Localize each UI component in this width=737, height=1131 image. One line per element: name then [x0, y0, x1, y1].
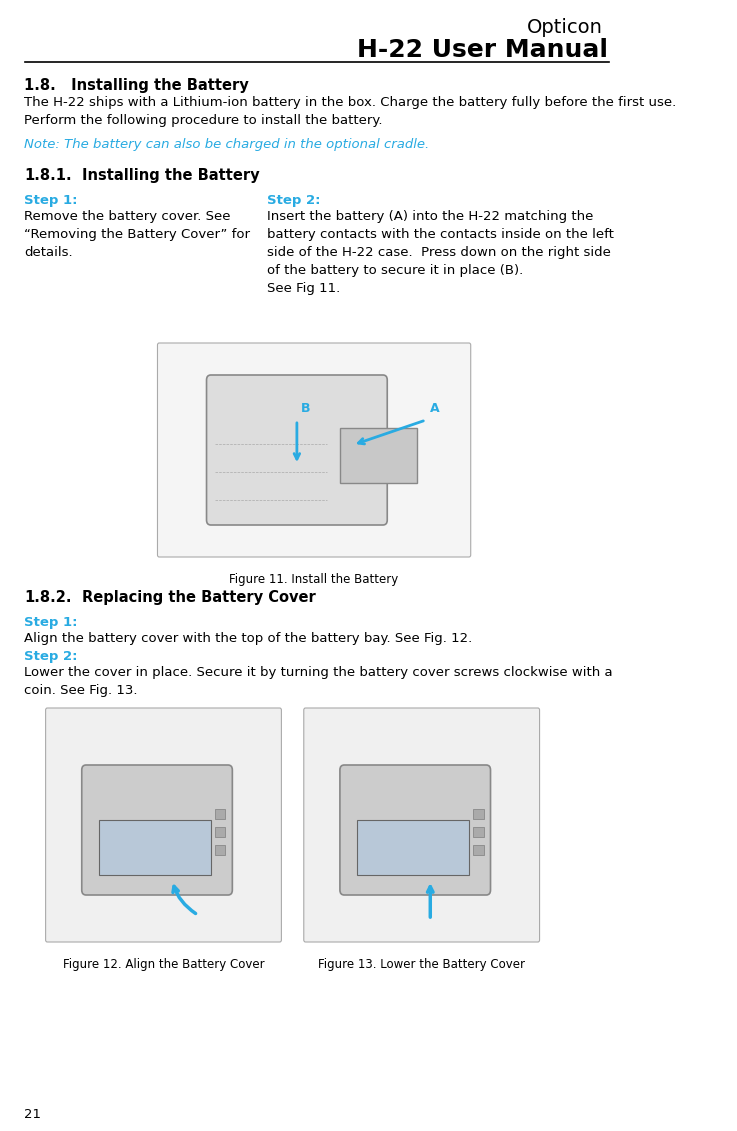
Text: 21: 21	[24, 1108, 41, 1121]
Bar	[473, 827, 483, 837]
FancyBboxPatch shape	[82, 765, 232, 895]
Text: 1.8.2.: 1.8.2.	[24, 590, 71, 605]
Text: Opticon: Opticon	[526, 18, 602, 37]
Text: Figure 13. Lower the Battery Cover: Figure 13. Lower the Battery Cover	[318, 958, 525, 972]
Text: H-22 User Manual: H-22 User Manual	[357, 38, 607, 62]
Bar	[99, 820, 211, 875]
Bar	[215, 845, 226, 855]
Text: Step 1:: Step 1:	[24, 195, 77, 207]
Bar	[215, 827, 226, 837]
Text: A: A	[430, 402, 440, 415]
FancyBboxPatch shape	[158, 343, 471, 556]
Text: Installing the Battery: Installing the Battery	[82, 169, 259, 183]
Text: 1.8.1.: 1.8.1.	[24, 169, 71, 183]
FancyBboxPatch shape	[340, 765, 491, 895]
Bar	[215, 809, 226, 819]
Text: Insert the battery (A) into the H-22 matching the
battery contacts with the cont: Insert the battery (A) into the H-22 mat…	[267, 210, 614, 295]
FancyBboxPatch shape	[304, 708, 539, 942]
Bar	[473, 845, 483, 855]
Bar	[473, 809, 483, 819]
Text: Step 2:: Step 2:	[267, 195, 321, 207]
Text: Lower the cover in place. Secure it by turning the battery cover screws clockwis: Lower the cover in place. Secure it by t…	[24, 666, 612, 697]
FancyBboxPatch shape	[206, 375, 387, 525]
Text: Align the battery cover with the top of the battery bay. See Fig. 12.: Align the battery cover with the top of …	[24, 632, 472, 645]
Text: Figure 11. Install the Battery: Figure 11. Install the Battery	[229, 573, 399, 586]
Text: Note: The battery can also be charged in the optional cradle.: Note: The battery can also be charged in…	[24, 138, 430, 152]
Text: Remove the battery cover. See
“Removing the Battery Cover” for
details.: Remove the battery cover. See “Removing …	[24, 210, 250, 259]
Bar	[340, 428, 417, 483]
FancyBboxPatch shape	[46, 708, 282, 942]
Text: Step 1:: Step 1:	[24, 616, 77, 629]
Text: Figure 12. Align the Battery Cover: Figure 12. Align the Battery Cover	[63, 958, 265, 972]
Text: Replacing the Battery Cover: Replacing the Battery Cover	[82, 590, 315, 605]
Text: Step 2:: Step 2:	[24, 650, 77, 663]
Text: B: B	[301, 402, 311, 415]
Text: 1.8.   Installing the Battery: 1.8. Installing the Battery	[24, 78, 249, 93]
Text: The H-22 ships with a Lithium-ion battery in the box. Charge the battery fully b: The H-22 ships with a Lithium-ion batter…	[24, 96, 677, 127]
Bar	[357, 820, 469, 875]
